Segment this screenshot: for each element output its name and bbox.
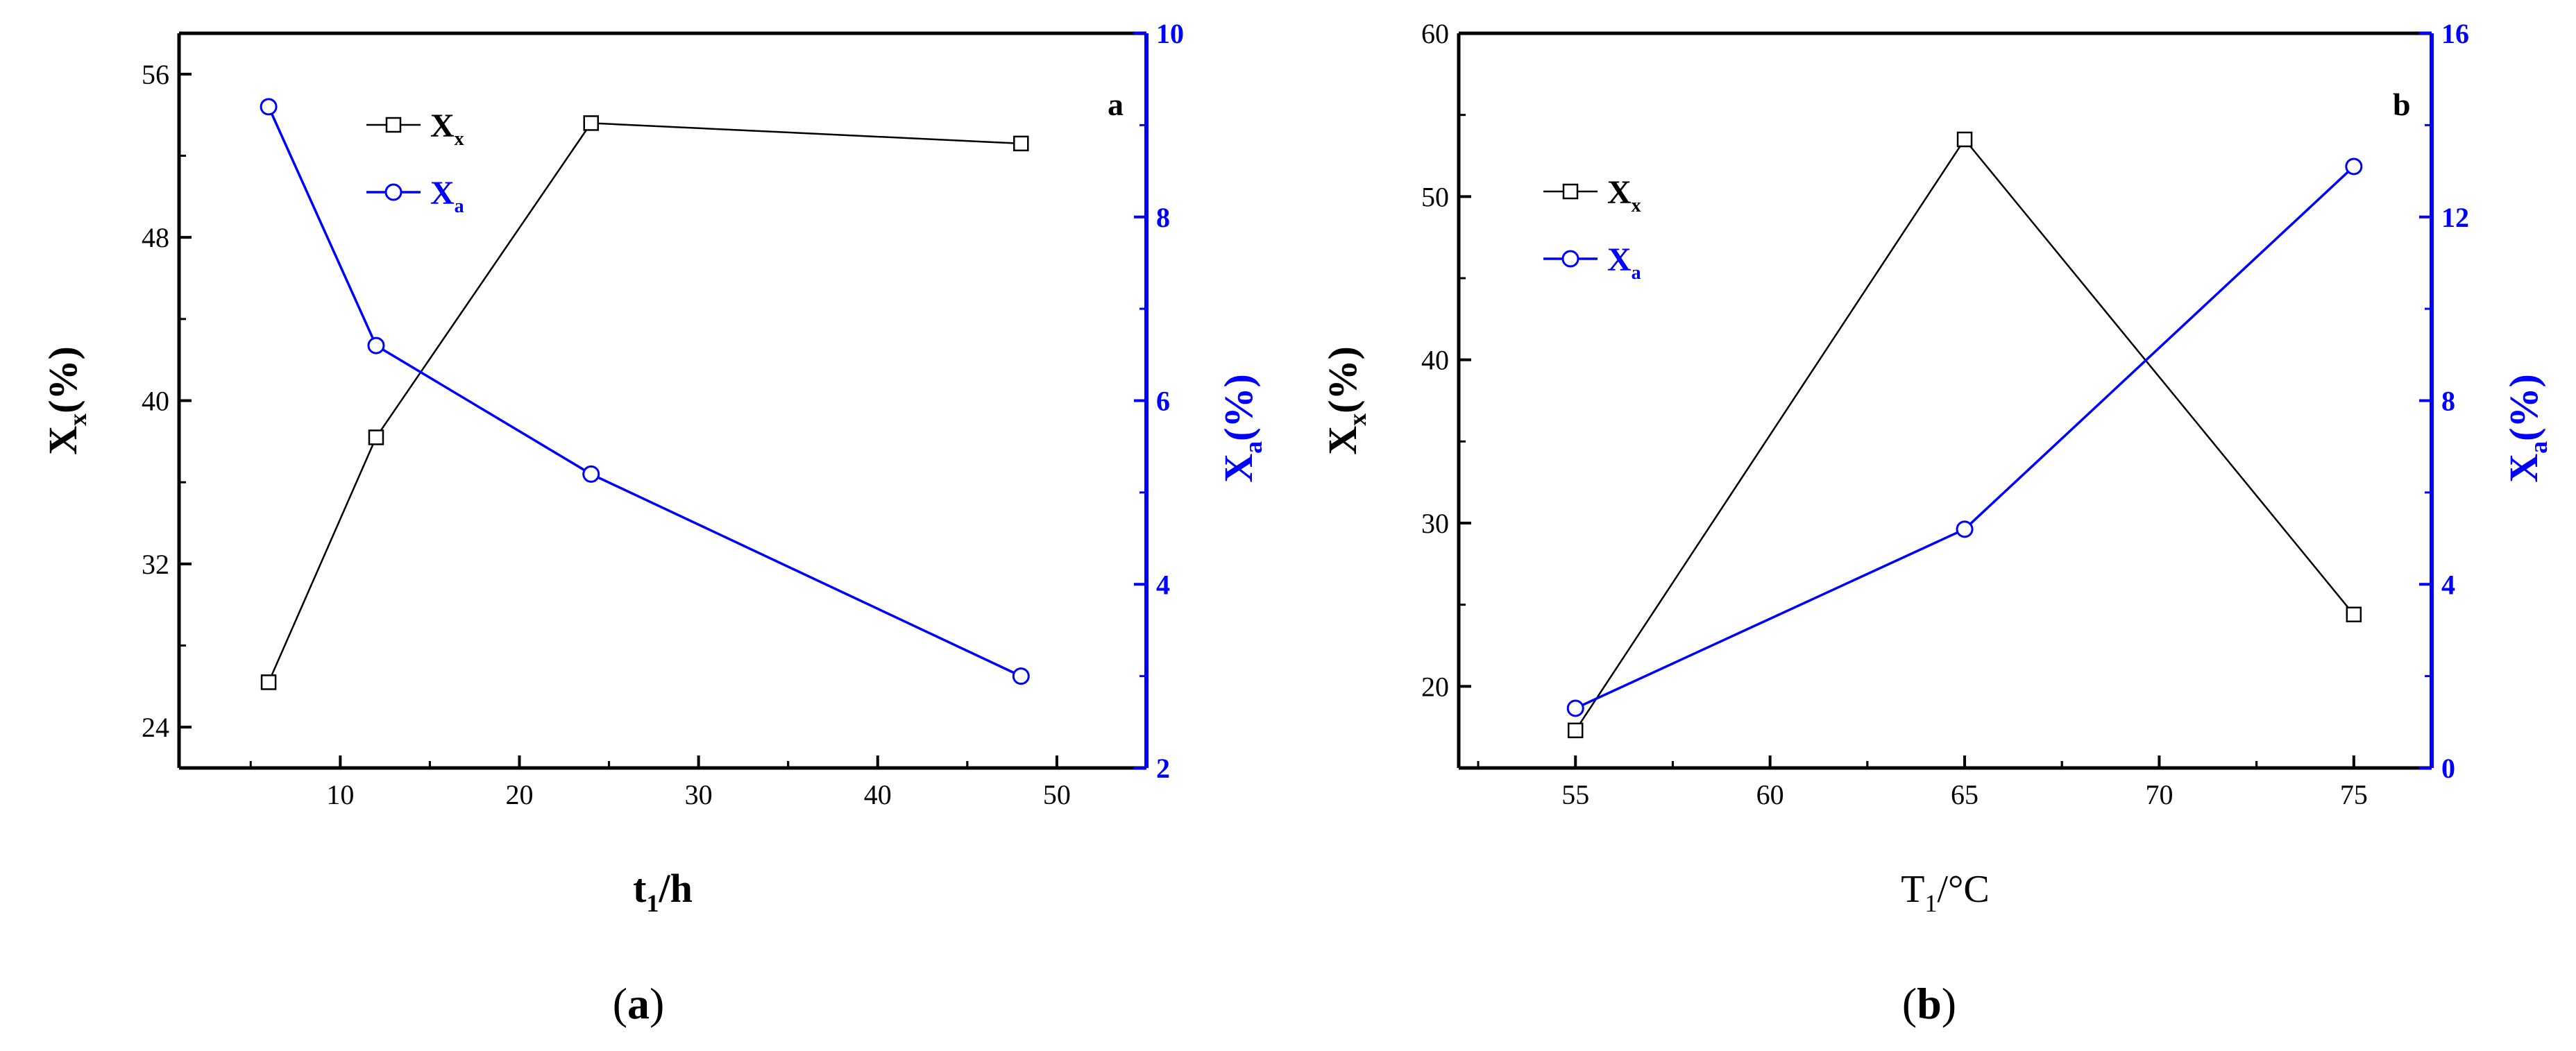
left-y-tick-label: 20 bbox=[1421, 671, 1449, 702]
series-line-xa bbox=[267, 106, 1022, 678]
left-y-tick-label: 32 bbox=[142, 549, 169, 580]
right-y-tick-label: 6 bbox=[1156, 386, 1170, 417]
panel-caption: (b) bbox=[1902, 979, 1956, 1028]
right-y-axis-title: Xa(%) bbox=[1216, 374, 1267, 483]
panel-letter: a bbox=[1108, 87, 1124, 122]
series-line-xa bbox=[1575, 165, 2355, 710]
right-y-tick-label: 0 bbox=[2441, 753, 2455, 784]
x-tick-label: 50 bbox=[1043, 779, 1071, 810]
left-y-tick-label: 24 bbox=[142, 712, 169, 743]
legend-marker-square bbox=[385, 117, 402, 133]
panel-caption: (a) bbox=[613, 979, 665, 1028]
left-y-axis-title: Xx(%) bbox=[1320, 346, 1371, 455]
x-tick-label: 70 bbox=[2145, 779, 2173, 810]
data-point-square bbox=[1956, 131, 1973, 148]
x-tick-label: 65 bbox=[1951, 779, 1978, 810]
data-point-circle bbox=[1566, 699, 1584, 717]
legend-marker-square bbox=[1562, 183, 1579, 200]
data-point-circle bbox=[582, 465, 600, 483]
right-y-tick-label: 8 bbox=[2441, 386, 2455, 417]
left-y-tick-label: 60 bbox=[1421, 18, 1449, 49]
x-axis-title: T1/°C bbox=[1901, 868, 1990, 917]
right-y-tick-label: 4 bbox=[2441, 569, 2455, 600]
legend-label: Xa bbox=[1607, 241, 1641, 284]
x-tick-label: 10 bbox=[326, 779, 354, 810]
data-point-circle bbox=[2345, 157, 2363, 176]
panel-letter: b bbox=[2393, 87, 2411, 122]
left-y-tick-label: 30 bbox=[1421, 508, 1449, 539]
series-line-xx bbox=[1575, 137, 2355, 731]
legend-entry-xx: Xx bbox=[1543, 174, 1641, 216]
x-axis-title: t1/h bbox=[633, 866, 693, 917]
data-point-square bbox=[1567, 722, 1584, 739]
x-tick-label: 40 bbox=[864, 779, 892, 810]
right-y-tick-label: 8 bbox=[1156, 202, 1170, 233]
left-y-tick-label: 48 bbox=[142, 222, 169, 253]
data-point-square bbox=[583, 115, 599, 131]
left-y-tick-label: 56 bbox=[142, 59, 169, 90]
left-y-axis-title: Xx(%) bbox=[40, 346, 92, 455]
data-point-circle bbox=[260, 98, 278, 116]
left-y-tick-label: 40 bbox=[142, 386, 169, 417]
data-point-circle bbox=[367, 336, 385, 354]
chart-panel-b: 55 60 65 70 75 20 30 40 50 60 0 4 8 12 16 Xx Xa b T1/°C Xx(… bbox=[1320, 18, 2552, 1028]
left-y-tick-label: 50 bbox=[1421, 181, 1449, 212]
data-point-square bbox=[368, 429, 384, 445]
data-point-circle bbox=[1012, 667, 1030, 685]
legend-entry-xx: Xx bbox=[366, 108, 464, 150]
series-line-xx bbox=[267, 122, 1022, 683]
data-point-square bbox=[260, 674, 277, 690]
x-tick-label: 20 bbox=[505, 779, 533, 810]
x-tick-label: 30 bbox=[685, 779, 713, 810]
data-point-square bbox=[2346, 606, 2362, 623]
right-y-tick-label: 12 bbox=[2441, 202, 2469, 233]
right-y-tick-label: 2 bbox=[1156, 753, 1170, 784]
right-y-tick-label: 4 bbox=[1156, 569, 1170, 600]
legend-label: Xa bbox=[430, 175, 464, 217]
right-y-axis-title: Xa(%) bbox=[2501, 374, 2552, 483]
legend-label: Xx bbox=[430, 108, 464, 150]
left-y-tick-label: 40 bbox=[1421, 345, 1449, 376]
x-tick-label: 55 bbox=[1561, 779, 1589, 810]
right-y-tick-label: 10 bbox=[1156, 18, 1184, 49]
legend-entry-xa: Xa bbox=[1543, 241, 1641, 284]
data-point-circle bbox=[1956, 520, 1974, 538]
x-tick-label: 75 bbox=[2340, 779, 2368, 810]
legend-label: Xx bbox=[1607, 174, 1641, 216]
chart-panel-a: 10 20 30 40 502432404856246810XxXaat1/hXx(%)… bbox=[40, 18, 1267, 1028]
x-tick-label: 60 bbox=[1756, 779, 1784, 810]
legend-entry-xa: Xa bbox=[366, 175, 464, 217]
data-point-square bbox=[1013, 135, 1029, 152]
legend-marker-circle bbox=[1561, 250, 1579, 268]
right-y-tick-label: 16 bbox=[2441, 18, 2469, 49]
legend-marker-circle bbox=[384, 183, 402, 201]
